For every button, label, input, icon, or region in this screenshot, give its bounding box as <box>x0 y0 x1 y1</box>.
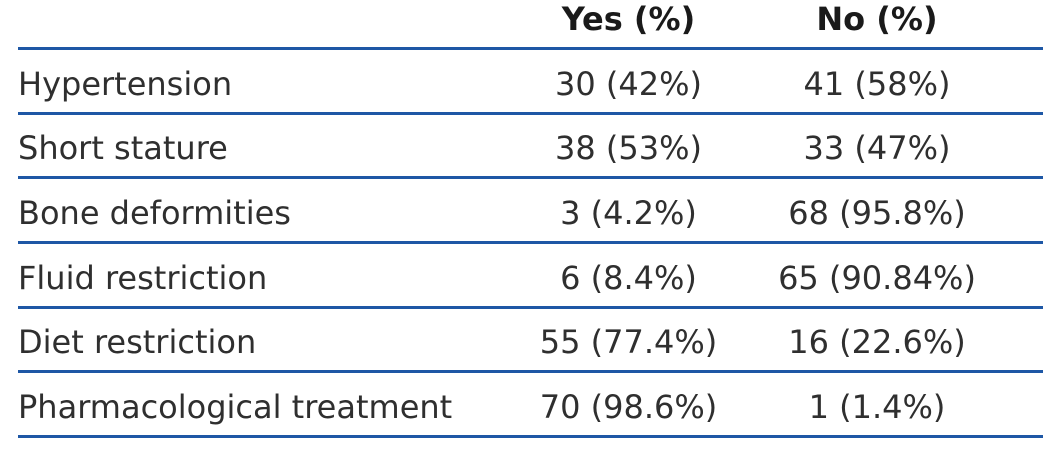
header-row: Yes (%) No (%) <box>18 0 1043 50</box>
table-row: Diet restriction 55 (77.4%) 16 (22.6%) <box>18 307 1043 374</box>
table-row: Pharmacological treatment 70 (98.6%) 1 (… <box>18 371 1043 439</box>
cell-no: 68 (95.8%) <box>733 177 1043 245</box>
row-label: Fluid restriction <box>18 242 518 309</box>
cell-no: 16 (22.6%) <box>733 307 1043 374</box>
cell-yes: 3 (4.2%) <box>518 177 733 245</box>
row-label: Pharmacological treatment <box>18 371 518 439</box>
table-row: Fluid restriction 6 (8.4%) 65 (90.84%) <box>18 242 1043 309</box>
cell-yes: 70 (98.6%) <box>518 371 733 439</box>
row-label: Short stature <box>18 113 518 180</box>
header-empty-cell <box>18 0 518 50</box>
row-label: Diet restriction <box>18 307 518 374</box>
cell-no: 41 (58%) <box>733 48 1043 115</box>
table-row: Short stature 38 (53%) 33 (47%) <box>18 113 1043 180</box>
clinical-features-table: Yes (%) No (%) Hypertension 30 (42%) 41 … <box>18 0 1043 439</box>
table-row: Bone deformities 3 (4.2%) 68 (95.8%) <box>18 177 1043 245</box>
cell-no: 65 (90.84%) <box>733 242 1043 309</box>
cell-yes: 30 (42%) <box>518 48 733 115</box>
row-label: Hypertension <box>18 48 518 115</box>
header-yes: Yes (%) <box>518 0 733 50</box>
cell-yes: 55 (77.4%) <box>518 307 733 374</box>
cell-no: 1 (1.4%) <box>733 371 1043 439</box>
row-label: Bone deformities <box>18 177 518 245</box>
table-row: Hypertension 30 (42%) 41 (58%) <box>18 48 1043 115</box>
cell-yes: 38 (53%) <box>518 113 733 180</box>
header-no: No (%) <box>733 0 1043 50</box>
cell-no: 33 (47%) <box>733 113 1043 180</box>
cell-yes: 6 (8.4%) <box>518 242 733 309</box>
